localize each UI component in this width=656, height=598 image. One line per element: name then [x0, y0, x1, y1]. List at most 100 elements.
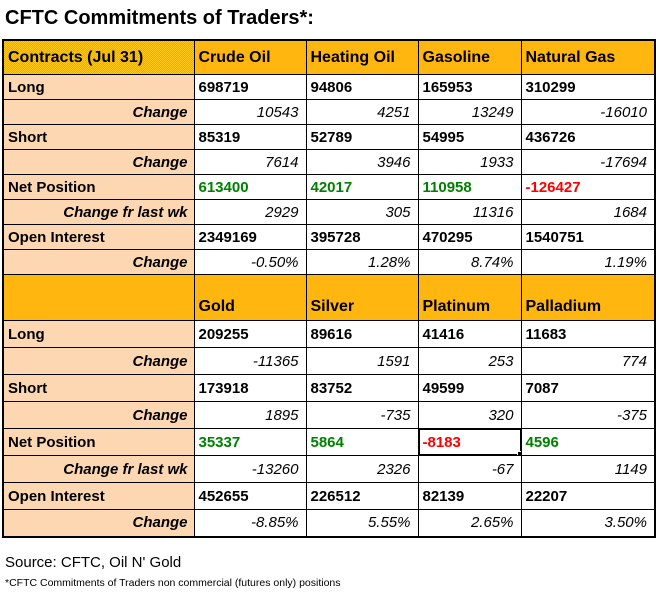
col-header-heating-oil[interactable]: Heating Oil: [305, 39, 419, 75]
col-header-silver[interactable]: Silver: [305, 274, 419, 321]
col-header-platinum[interactable]: Platinum: [417, 274, 522, 321]
data-cell[interactable]: 4251: [305, 99, 419, 125]
row-label[interactable]: Change: [2, 249, 195, 275]
data-cell[interactable]: -375: [520, 401, 656, 429]
table-row-net-position: Net Position 35337 5864 -8183 4596: [2, 428, 656, 456]
col-header-crude-oil[interactable]: Crude Oil: [193, 39, 307, 75]
data-cell[interactable]: 82139: [417, 482, 522, 510]
data-cell[interactable]: -16010: [520, 99, 656, 125]
data-cell[interactable]: 774: [520, 347, 656, 375]
row-label[interactable]: Long: [2, 74, 195, 100]
data-cell[interactable]: -0.50%: [193, 249, 307, 275]
table-row-open-interest: Open Interest 452655 226512 82139 22207: [2, 482, 656, 510]
data-cell[interactable]: 2929: [193, 199, 307, 225]
data-cell[interactable]: -17694: [520, 149, 656, 175]
row-label[interactable]: Open Interest: [2, 224, 195, 250]
data-cell[interactable]: -126427: [520, 174, 656, 200]
data-cell[interactable]: -67: [417, 455, 522, 483]
data-cell[interactable]: 1149: [520, 455, 656, 483]
col-header-natural-gas[interactable]: Natural Gas: [520, 39, 656, 75]
data-cell[interactable]: -13260: [193, 455, 307, 483]
data-cell[interactable]: 1540751: [520, 224, 656, 250]
cot-table: Contracts (Jul 31) Crude Oil Heating Oil…: [2, 39, 656, 538]
data-cell[interactable]: 8.74%: [417, 249, 522, 275]
row-label[interactable]: Open Interest: [2, 482, 195, 510]
data-cell[interactable]: 85319: [193, 124, 307, 150]
row-label[interactable]: Short: [2, 124, 195, 150]
table-row-short: Short 85319 52789 54995 436726: [2, 124, 656, 150]
data-cell[interactable]: 1684: [520, 199, 656, 225]
data-cell[interactable]: 209255: [193, 320, 307, 348]
data-cell[interactable]: 165953: [417, 74, 522, 100]
row-label[interactable]: Long: [2, 320, 195, 348]
data-cell[interactable]: 22207: [520, 482, 656, 510]
data-cell[interactable]: 320: [417, 401, 522, 429]
data-cell[interactable]: 452655: [193, 482, 307, 510]
data-cell[interactable]: 1.19%: [520, 249, 656, 275]
data-cell[interactable]: 1933: [417, 149, 522, 175]
data-cell[interactable]: 1895: [193, 401, 307, 429]
data-cell[interactable]: 2349169: [193, 224, 307, 250]
row-label[interactable]: Change: [2, 509, 195, 537]
table-row-long: Long 209255 89616 41416 11683: [2, 320, 656, 348]
col-header-gasoline[interactable]: Gasoline: [417, 39, 522, 75]
data-cell[interactable]: 470295: [417, 224, 522, 250]
data-cell[interactable]: 41416: [417, 320, 522, 348]
row-label[interactable]: Change fr last wk: [2, 455, 195, 483]
data-cell[interactable]: 35337: [193, 428, 307, 456]
data-cell[interactable]: 1591: [305, 347, 419, 375]
data-cell[interactable]: 94806: [305, 74, 419, 100]
table-row-short-change: Change 1895 -735 320 -375: [2, 401, 656, 429]
data-cell[interactable]: 3.50%: [520, 509, 656, 537]
table-row-long: Long 698719 94806 165953 310299: [2, 74, 656, 100]
data-cell[interactable]: 5.55%: [305, 509, 419, 537]
data-cell[interactable]: -11365: [193, 347, 307, 375]
data-cell[interactable]: 2326: [305, 455, 419, 483]
data-cell[interactable]: 110958: [417, 174, 522, 200]
data-cell[interactable]: -8.85%: [193, 509, 307, 537]
row-label[interactable]: Net Position: [2, 428, 195, 456]
row-label[interactable]: Change: [2, 149, 195, 175]
row-label[interactable]: Change: [2, 99, 195, 125]
table-row-open-interest: Open Interest 2349169 395728 470295 1540…: [2, 224, 656, 250]
data-cell[interactable]: -735: [305, 401, 419, 429]
row-label[interactable]: Net Position: [2, 174, 195, 200]
data-cell[interactable]: 2.65%: [417, 509, 522, 537]
row-label[interactable]: Change: [2, 347, 195, 375]
data-cell[interactable]: 305: [305, 199, 419, 225]
col-header-gold[interactable]: Gold: [193, 274, 307, 321]
data-cell[interactable]: 436726: [520, 124, 656, 150]
data-cell[interactable]: 395728: [305, 224, 419, 250]
data-cell[interactable]: 11316: [417, 199, 522, 225]
row-label[interactable]: Change fr last wk: [2, 199, 195, 225]
data-cell[interactable]: 310299: [520, 74, 656, 100]
data-cell[interactable]: 52789: [305, 124, 419, 150]
col-header-palladium[interactable]: Palladium: [520, 274, 656, 321]
data-cell[interactable]: 1.28%: [305, 249, 419, 275]
data-cell[interactable]: 5864: [305, 428, 419, 456]
data-cell[interactable]: 4596: [520, 428, 656, 456]
col-header-contracts[interactable]: Contracts (Jul 31): [2, 39, 195, 75]
selected-cell[interactable]: -8183: [417, 428, 522, 456]
table-row-net-change: Change fr last wk 2929 305 11316 1684: [2, 199, 656, 225]
table-row-long-change: Change 10543 4251 13249 -16010: [2, 99, 656, 125]
data-cell[interactable]: 83752: [305, 374, 419, 402]
col-header-blank[interactable]: [2, 274, 195, 321]
data-cell[interactable]: 226512: [305, 482, 419, 510]
data-cell[interactable]: 3946: [305, 149, 419, 175]
data-cell[interactable]: 89616: [305, 320, 419, 348]
data-cell[interactable]: 54995: [417, 124, 522, 150]
data-cell[interactable]: 13249: [417, 99, 522, 125]
data-cell[interactable]: 49599: [417, 374, 522, 402]
data-cell[interactable]: 7614: [193, 149, 307, 175]
row-label[interactable]: Change: [2, 401, 195, 429]
data-cell[interactable]: 173918: [193, 374, 307, 402]
data-cell[interactable]: 7087: [520, 374, 656, 402]
data-cell[interactable]: 613400: [193, 174, 307, 200]
row-label[interactable]: Short: [2, 374, 195, 402]
data-cell[interactable]: 10543: [193, 99, 307, 125]
data-cell[interactable]: 698719: [193, 74, 307, 100]
data-cell[interactable]: 11683: [520, 320, 656, 348]
data-cell[interactable]: 42017: [305, 174, 419, 200]
data-cell[interactable]: 253: [417, 347, 522, 375]
